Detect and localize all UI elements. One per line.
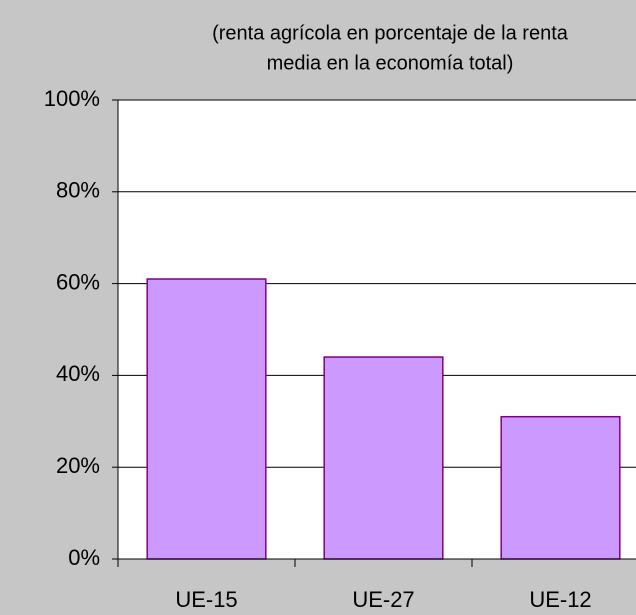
y-tick-label: 0% [68, 545, 100, 570]
x-tick-label: UE-15 [175, 587, 237, 612]
y-tick-label: 100% [44, 86, 100, 111]
subtitle-line: media en la economía total) [267, 52, 514, 74]
y-tick-label: 20% [56, 453, 100, 478]
bar [500, 415, 621, 560]
y-tick-label: 60% [56, 269, 100, 294]
bar [323, 356, 444, 560]
x-tick-label: UE-12 [529, 587, 591, 612]
bar [146, 278, 267, 560]
subtitle-line: (renta agrícola en porcentaje de la rent… [212, 22, 569, 44]
y-tick-label: 40% [56, 361, 100, 386]
x-tick-label: UE-27 [352, 587, 414, 612]
y-tick-label: 80% [56, 178, 100, 203]
